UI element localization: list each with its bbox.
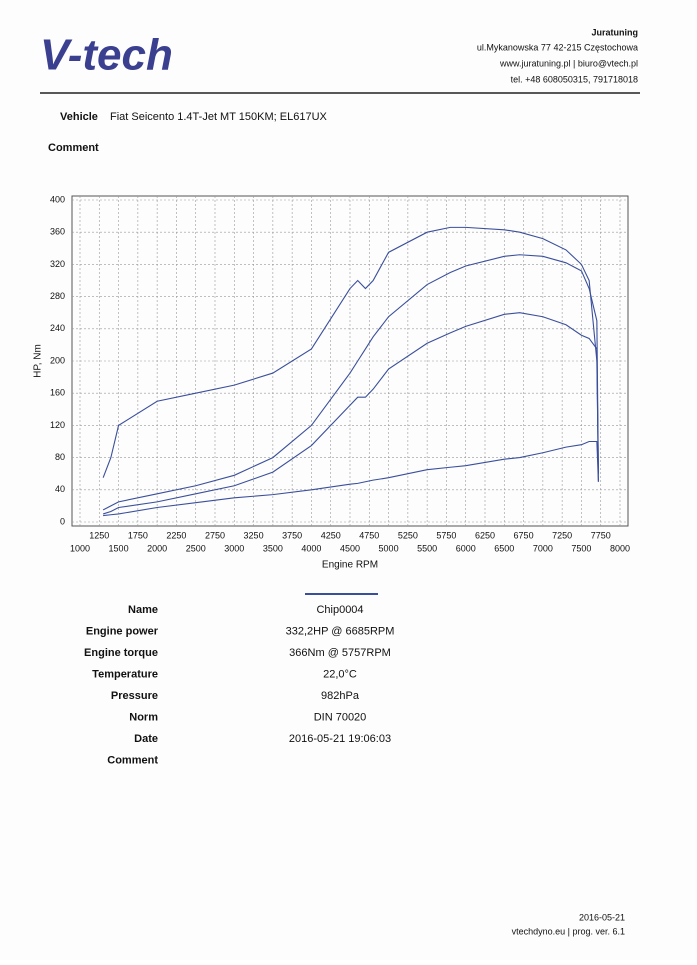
- info-table: Name Chip0004 Engine power 332,2HP @ 6685RP…: [84, 604, 394, 767]
- info-value: 366Nm @ 5757RPM: [289, 647, 391, 659]
- comment-label: Comment: [48, 142, 99, 154]
- x-tick-label: 4500: [340, 543, 360, 553]
- info-label: Comment: [107, 754, 158, 766]
- chart: 0 40 80 120 160 200 240 280 320 360 400 1000 1250150…: [33, 194, 630, 570]
- series-line: [103, 440, 599, 517]
- y-tick-label: 280: [50, 291, 65, 301]
- info-value: DIN 70020: [314, 711, 367, 723]
- info-label: Name: [128, 604, 158, 616]
- info-label: Engine power: [86, 625, 159, 637]
- y-tick-label: 80: [55, 452, 65, 462]
- x-tick-label: 1000: [70, 543, 90, 553]
- y-tick-label: 360: [50, 227, 65, 237]
- y-tick-label: 400: [50, 194, 65, 204]
- info-label: Norm: [129, 711, 158, 723]
- x-tick-label: 5250: [398, 530, 418, 540]
- y-tick-label: 200: [50, 355, 65, 365]
- info-label: Date: [134, 733, 158, 745]
- y-tick-label: 120: [50, 420, 65, 430]
- series-line: [102, 312, 599, 515]
- x-tick-label: 6750: [514, 530, 534, 540]
- x-tick-label: 1750: [128, 530, 148, 540]
- series-line: [102, 226, 599, 478]
- y-tick-label: 160: [50, 388, 65, 398]
- x-tick-label: 3500: [263, 543, 283, 553]
- logo: V-tech: [40, 31, 173, 80]
- info-label: Engine torque: [84, 647, 158, 659]
- x-tick-label: 5000: [379, 543, 399, 553]
- x-tick-label: 6250: [475, 530, 495, 540]
- x-tick-label: 4750: [359, 530, 379, 540]
- x-tick-label: 2250: [166, 530, 186, 540]
- footer-date: 2016-05-21: [579, 912, 625, 922]
- x-tick-label: 7250: [552, 530, 572, 540]
- x-tick-label: 7500: [571, 543, 591, 553]
- x-tick-label: 3000: [224, 543, 244, 553]
- x-tick-label: 1500: [109, 543, 129, 553]
- phone: tel. +48 608050315, 791718018: [511, 74, 638, 84]
- x-tick-label: 6500: [494, 543, 514, 553]
- info-value: 982hPa: [321, 690, 360, 702]
- y-tick-label: 40: [55, 484, 65, 494]
- info-value: 22,0°C: [323, 668, 357, 680]
- x-tick-label: 5500: [417, 543, 437, 553]
- address: ul.Mykanowska 77 42-215 Częstochowa: [477, 42, 638, 52]
- x-tick-label: 2000: [147, 543, 167, 553]
- y-tick-label: 320: [50, 259, 65, 269]
- vehicle-label: Vehicle: [60, 111, 98, 123]
- x-tick-label: 7750: [591, 530, 611, 540]
- x-tick-label: 6000: [456, 543, 476, 553]
- y-tick-label: 240: [50, 323, 65, 333]
- x-tick-label: 4250: [321, 530, 341, 540]
- footer-text: vtechdyno.eu | prog. ver. 6.1: [512, 926, 625, 936]
- x-tick-label: 5750: [436, 530, 456, 540]
- y-tick-label: 0: [60, 516, 65, 526]
- info-value: 332,2HP @ 6685RPM: [286, 625, 395, 637]
- x-tick-label: 3250: [244, 530, 264, 540]
- x-tick-label: 1250: [89, 530, 109, 540]
- info-value: Chip0004: [316, 604, 363, 616]
- x-tick-label: 3750: [282, 530, 302, 540]
- series-line: [102, 254, 599, 511]
- x-tick-label: 7000: [533, 543, 553, 553]
- web: www.juratuning.pl | biuro@vtech.pl: [499, 58, 638, 68]
- info-label: Temperature: [92, 668, 158, 680]
- x-tick-label: 2750: [205, 530, 225, 540]
- vehicle-value: Fiat Seicento 1.4T-Jet MT 150KM; EL617UX: [110, 111, 328, 123]
- y-axis-label: HP, Nm: [33, 344, 44, 378]
- info-label: Pressure: [111, 690, 158, 702]
- company: Juratuning: [592, 27, 639, 37]
- x-axis-label: Engine RPM: [322, 560, 378, 571]
- x-tick-label: 8000: [610, 543, 630, 553]
- info-value: 2016-05-21 19:06:03: [289, 733, 391, 745]
- x-tick-label: 2500: [186, 543, 206, 553]
- x-tick-label: 4000: [301, 543, 321, 553]
